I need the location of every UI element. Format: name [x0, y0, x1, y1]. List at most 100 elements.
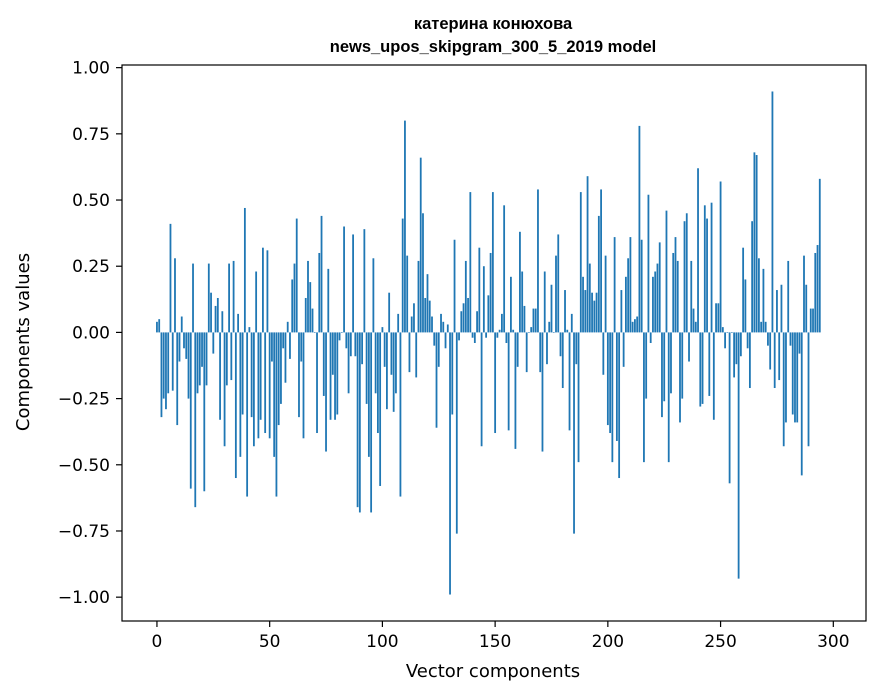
bar [462, 303, 465, 333]
bar [415, 332, 418, 378]
bar [636, 316, 639, 333]
bar [232, 260, 235, 333]
bar [376, 332, 379, 434]
bar [498, 329, 501, 333]
x-tick-label: 50 [259, 632, 281, 652]
bar [455, 332, 458, 534]
bar [187, 332, 190, 399]
bar [789, 332, 792, 346]
bar [487, 295, 490, 333]
bar [532, 308, 535, 333]
bar [354, 332, 357, 357]
bar [293, 263, 296, 333]
bar [708, 332, 711, 396]
bar [478, 247, 481, 333]
bar [322, 332, 325, 396]
bar [397, 313, 400, 333]
bar [433, 332, 436, 346]
bar [370, 332, 373, 513]
bar [356, 332, 359, 508]
y-tick-label: 0.50 [72, 191, 110, 211]
bar [730, 332, 733, 334]
bar [737, 332, 740, 579]
bar [805, 284, 808, 333]
bar [189, 332, 192, 489]
bar [365, 332, 368, 404]
bar [557, 234, 560, 333]
bar [239, 332, 242, 457]
bar [500, 313, 503, 333]
bar [703, 205, 706, 333]
x-tick-label: 250 [704, 632, 736, 652]
bar [349, 332, 352, 357]
bar [742, 247, 745, 333]
bar [561, 332, 564, 389]
bar [374, 332, 377, 394]
bar [778, 332, 781, 381]
bar [800, 332, 803, 476]
bar [284, 332, 287, 383]
bar [503, 205, 506, 333]
y-tick-label: 0.75 [72, 125, 110, 145]
bar [638, 125, 641, 333]
bar [647, 194, 650, 333]
bar [634, 319, 636, 333]
bar [602, 332, 605, 375]
bar [176, 332, 179, 426]
bar [525, 332, 528, 373]
bar [252, 332, 255, 447]
bar [665, 210, 668, 333]
bar [216, 297, 219, 333]
bar [316, 332, 318, 434]
bar [304, 297, 307, 333]
bar [818, 178, 821, 333]
bar [586, 176, 589, 333]
bar [460, 311, 463, 333]
bar [640, 239, 643, 333]
bar [505, 332, 508, 343]
bar [575, 332, 578, 365]
bar [422, 213, 424, 333]
bar [431, 316, 433, 333]
bar [683, 221, 686, 333]
bar [692, 308, 695, 333]
bar [564, 290, 566, 333]
y-axis-ticks: 1.00 0.75 0.50 0.25 0.00 −0.25 −0.50 −0.75 −1.00 [58, 59, 122, 608]
bar [367, 332, 370, 457]
bar [246, 332, 249, 497]
bar [196, 332, 199, 394]
bar [618, 332, 621, 479]
bar [223, 332, 226, 447]
bar [755, 155, 758, 333]
bar [767, 332, 769, 346]
bar [615, 332, 618, 441]
bar-series [156, 91, 821, 595]
x-tick-label: 100 [366, 632, 398, 652]
bar [214, 305, 217, 333]
bar [514, 332, 517, 449]
bar [264, 332, 267, 434]
bar [295, 218, 298, 333]
bar [656, 263, 659, 333]
bar [658, 242, 661, 333]
bar [751, 221, 754, 333]
bar [674, 237, 677, 333]
bar [158, 319, 161, 333]
bar [582, 276, 584, 333]
bar [512, 329, 515, 333]
bar [597, 215, 600, 333]
bar [178, 332, 181, 362]
y-tick-label: −0.50 [58, 456, 110, 476]
bar [437, 332, 440, 367]
bar [577, 332, 580, 463]
bar [243, 207, 246, 333]
bar [383, 332, 386, 367]
y-tick-label: 1.00 [72, 59, 110, 79]
chart-title-line1: катерина конюхова [414, 15, 573, 33]
bar [156, 321, 158, 333]
bar [719, 181, 722, 333]
bar [480, 332, 483, 447]
bar [250, 332, 253, 418]
bar [237, 313, 240, 333]
